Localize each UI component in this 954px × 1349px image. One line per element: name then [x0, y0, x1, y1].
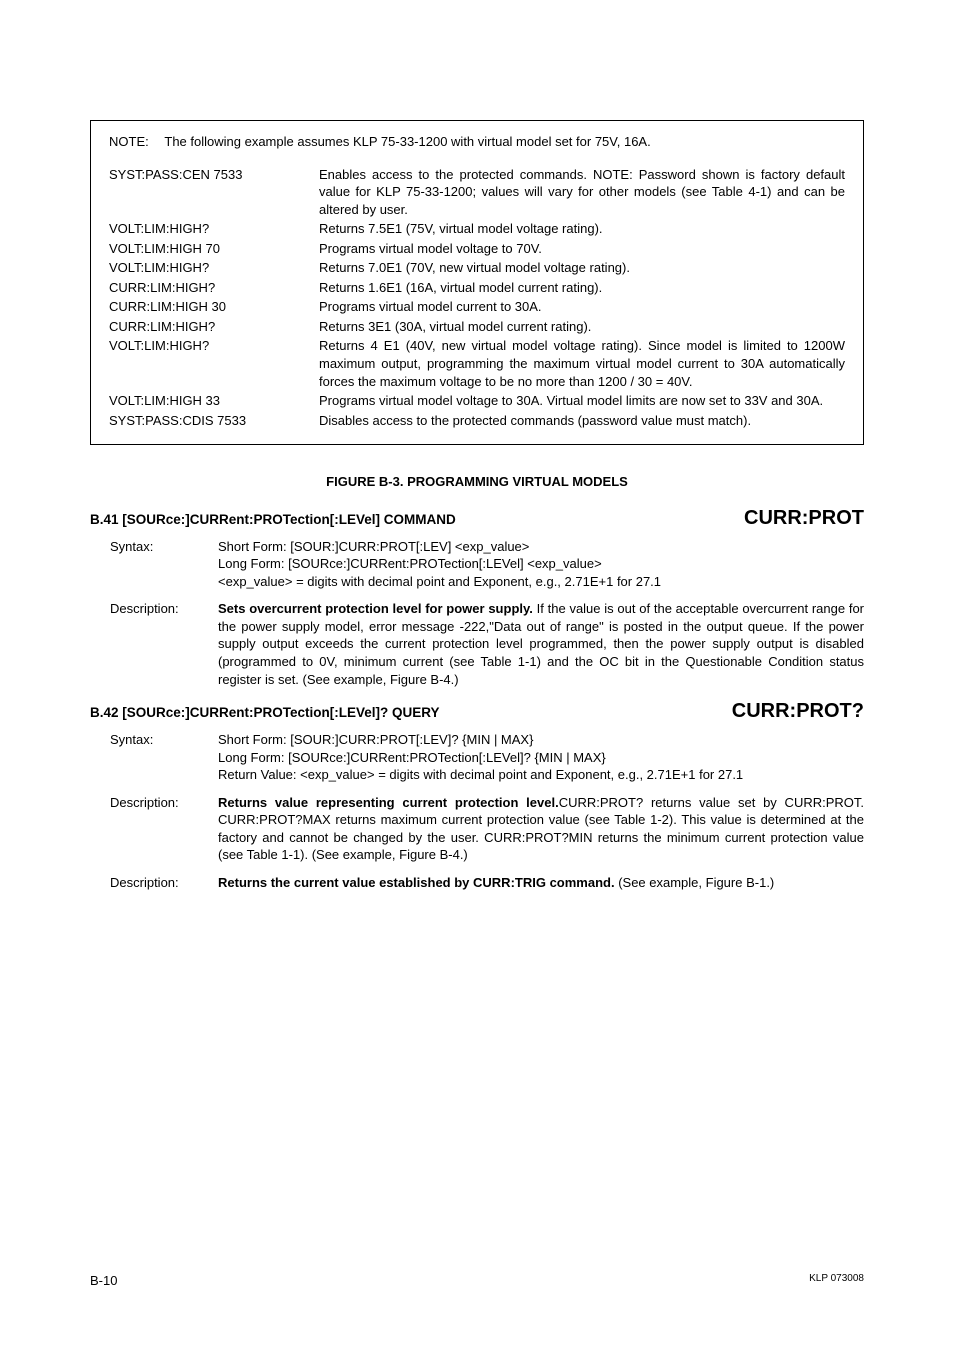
note-label: NOTE:	[109, 133, 161, 151]
section-heading: B.41 [SOURce:]CURRent:PROTection[:LEVel]…	[90, 511, 456, 529]
command-cell: CURR:LIM:HIGH?	[109, 278, 319, 298]
description-label: Description:	[90, 794, 218, 864]
description-bold: Sets overcurrent protection level for po…	[218, 601, 533, 616]
syntax-line: Long Form: [SOURce:]CURRent:PROTection[:…	[218, 749, 864, 767]
section-keyword: CURR:PROT?	[732, 698, 864, 725]
syntax-block: Syntax:Short Form: [SOUR:]CURR:PROT[:LEV…	[90, 538, 864, 591]
table-row: CURR:LIM:HIGH 30Programs virtual model c…	[109, 297, 845, 317]
syntax-line: Short Form: [SOUR:]CURR:PROT[:LEV] <exp_…	[218, 538, 864, 556]
footer-left: B-10	[90, 1272, 117, 1290]
syntax-label: Syntax:	[90, 538, 218, 591]
command-cell: CURR:LIM:HIGH?	[109, 317, 319, 337]
section-heading: B.42 [SOURce:]CURRent:PROTection[:LEVel]…	[90, 704, 440, 722]
description-label: Description:	[90, 874, 218, 892]
footer-right: KLP 073008	[809, 1272, 864, 1290]
description-cell: Programs virtual model voltage to 30A. V…	[319, 391, 845, 411]
command-cell: VOLT:LIM:HIGH?	[109, 336, 319, 391]
description-cell: Programs virtual model current to 30A.	[319, 297, 845, 317]
table-row: VOLT:LIM:HIGH 70Programs virtual model v…	[109, 239, 845, 259]
section-header: B.41 [SOURce:]CURRent:PROTection[:LEVel]…	[90, 505, 864, 532]
description-block: Description:Returns value representing c…	[90, 794, 864, 864]
description-cell: Returns 4 E1 (40V, new virtual model vol…	[319, 336, 845, 391]
syntax-body: Short Form: [SOUR:]CURR:PROT[:LEV] <exp_…	[218, 538, 864, 591]
description-cell: Enables access to the protected commands…	[319, 165, 845, 220]
command-cell: VOLT:LIM:HIGH?	[109, 258, 319, 278]
description-cell: Returns 3E1 (30A, virtual model current …	[319, 317, 845, 337]
description-body: Returns value representing current prote…	[218, 794, 864, 864]
table-row: VOLT:LIM:HIGH?Returns 7.0E1 (70V, new vi…	[109, 258, 845, 278]
command-cell: SYST:PASS:CEN 7533	[109, 165, 319, 220]
note-line: NOTE: The following example assumes KLP …	[109, 133, 845, 151]
description-block: Description:Returns the current value es…	[90, 874, 864, 892]
figure-caption: FIGURE B-3. PROGRAMMING VIRTUAL MODELS	[90, 473, 864, 491]
syntax-body: Short Form: [SOUR:]CURR:PROT[:LEV]? {MIN…	[218, 731, 864, 784]
syntax-line: <exp_value> = digits with decimal point …	[218, 573, 864, 591]
table-row: SYST:PASS:CDIS 7533Disables access to th…	[109, 411, 845, 431]
table-row: VOLT:LIM:HIGH?Returns 7.5E1 (75V, virtua…	[109, 219, 845, 239]
description-body: Returns the current value established by…	[218, 874, 864, 892]
command-cell: VOLT:LIM:HIGH 33	[109, 391, 319, 411]
description-label: Description:	[90, 600, 218, 688]
section-header: B.42 [SOURce:]CURRent:PROTection[:LEVel]…	[90, 698, 864, 725]
command-cell: VOLT:LIM:HIGH 70	[109, 239, 319, 259]
command-cell: CURR:LIM:HIGH 30	[109, 297, 319, 317]
syntax-line: Long Form: [SOURce:]CURRent:PROTection[:…	[218, 555, 864, 573]
command-cell: VOLT:LIM:HIGH?	[109, 219, 319, 239]
syntax-label: Syntax:	[90, 731, 218, 784]
description-body: Sets overcurrent protection level for po…	[218, 600, 864, 688]
description-cell: Programs virtual model voltage to 70V.	[319, 239, 845, 259]
syntax-line: Return Value: <exp_value> = digits with …	[218, 766, 864, 784]
description-cell: Disables access to the protected command…	[319, 411, 845, 431]
syntax-block: Syntax:Short Form: [SOUR:]CURR:PROT[:LEV…	[90, 731, 864, 784]
section-keyword: CURR:PROT	[744, 505, 864, 532]
table-row: VOLT:LIM:HIGH?Returns 4 E1 (40V, new vir…	[109, 336, 845, 391]
command-cell: SYST:PASS:CDIS 7533	[109, 411, 319, 431]
page-footer: B-10 KLP 073008	[90, 1272, 864, 1290]
syntax-line: Short Form: [SOUR:]CURR:PROT[:LEV]? {MIN…	[218, 731, 864, 749]
table-row: CURR:LIM:HIGH?Returns 3E1 (30A, virtual …	[109, 317, 845, 337]
description-bold: Returns value representing current prote…	[218, 795, 559, 810]
description-cell: Returns 7.5E1 (75V, virtual model voltag…	[319, 219, 845, 239]
note-text: The following example assumes KLP 75-33-…	[164, 134, 650, 149]
table-row: CURR:LIM:HIGH?Returns 1.6E1 (16A, virtua…	[109, 278, 845, 298]
description-cell: Returns 1.6E1 (16A, virtual model curren…	[319, 278, 845, 298]
table-row: SYST:PASS:CEN 7533Enables access to the …	[109, 165, 845, 220]
table-row: VOLT:LIM:HIGH 33Programs virtual model v…	[109, 391, 845, 411]
description-bold: Returns the current value established by…	[218, 875, 615, 890]
example-box: NOTE: The following example assumes KLP …	[90, 120, 864, 445]
command-table: SYST:PASS:CEN 7533Enables access to the …	[109, 165, 845, 431]
description-cell: Returns 7.0E1 (70V, new virtual model vo…	[319, 258, 845, 278]
description-block: Description:Sets overcurrent protection …	[90, 600, 864, 688]
